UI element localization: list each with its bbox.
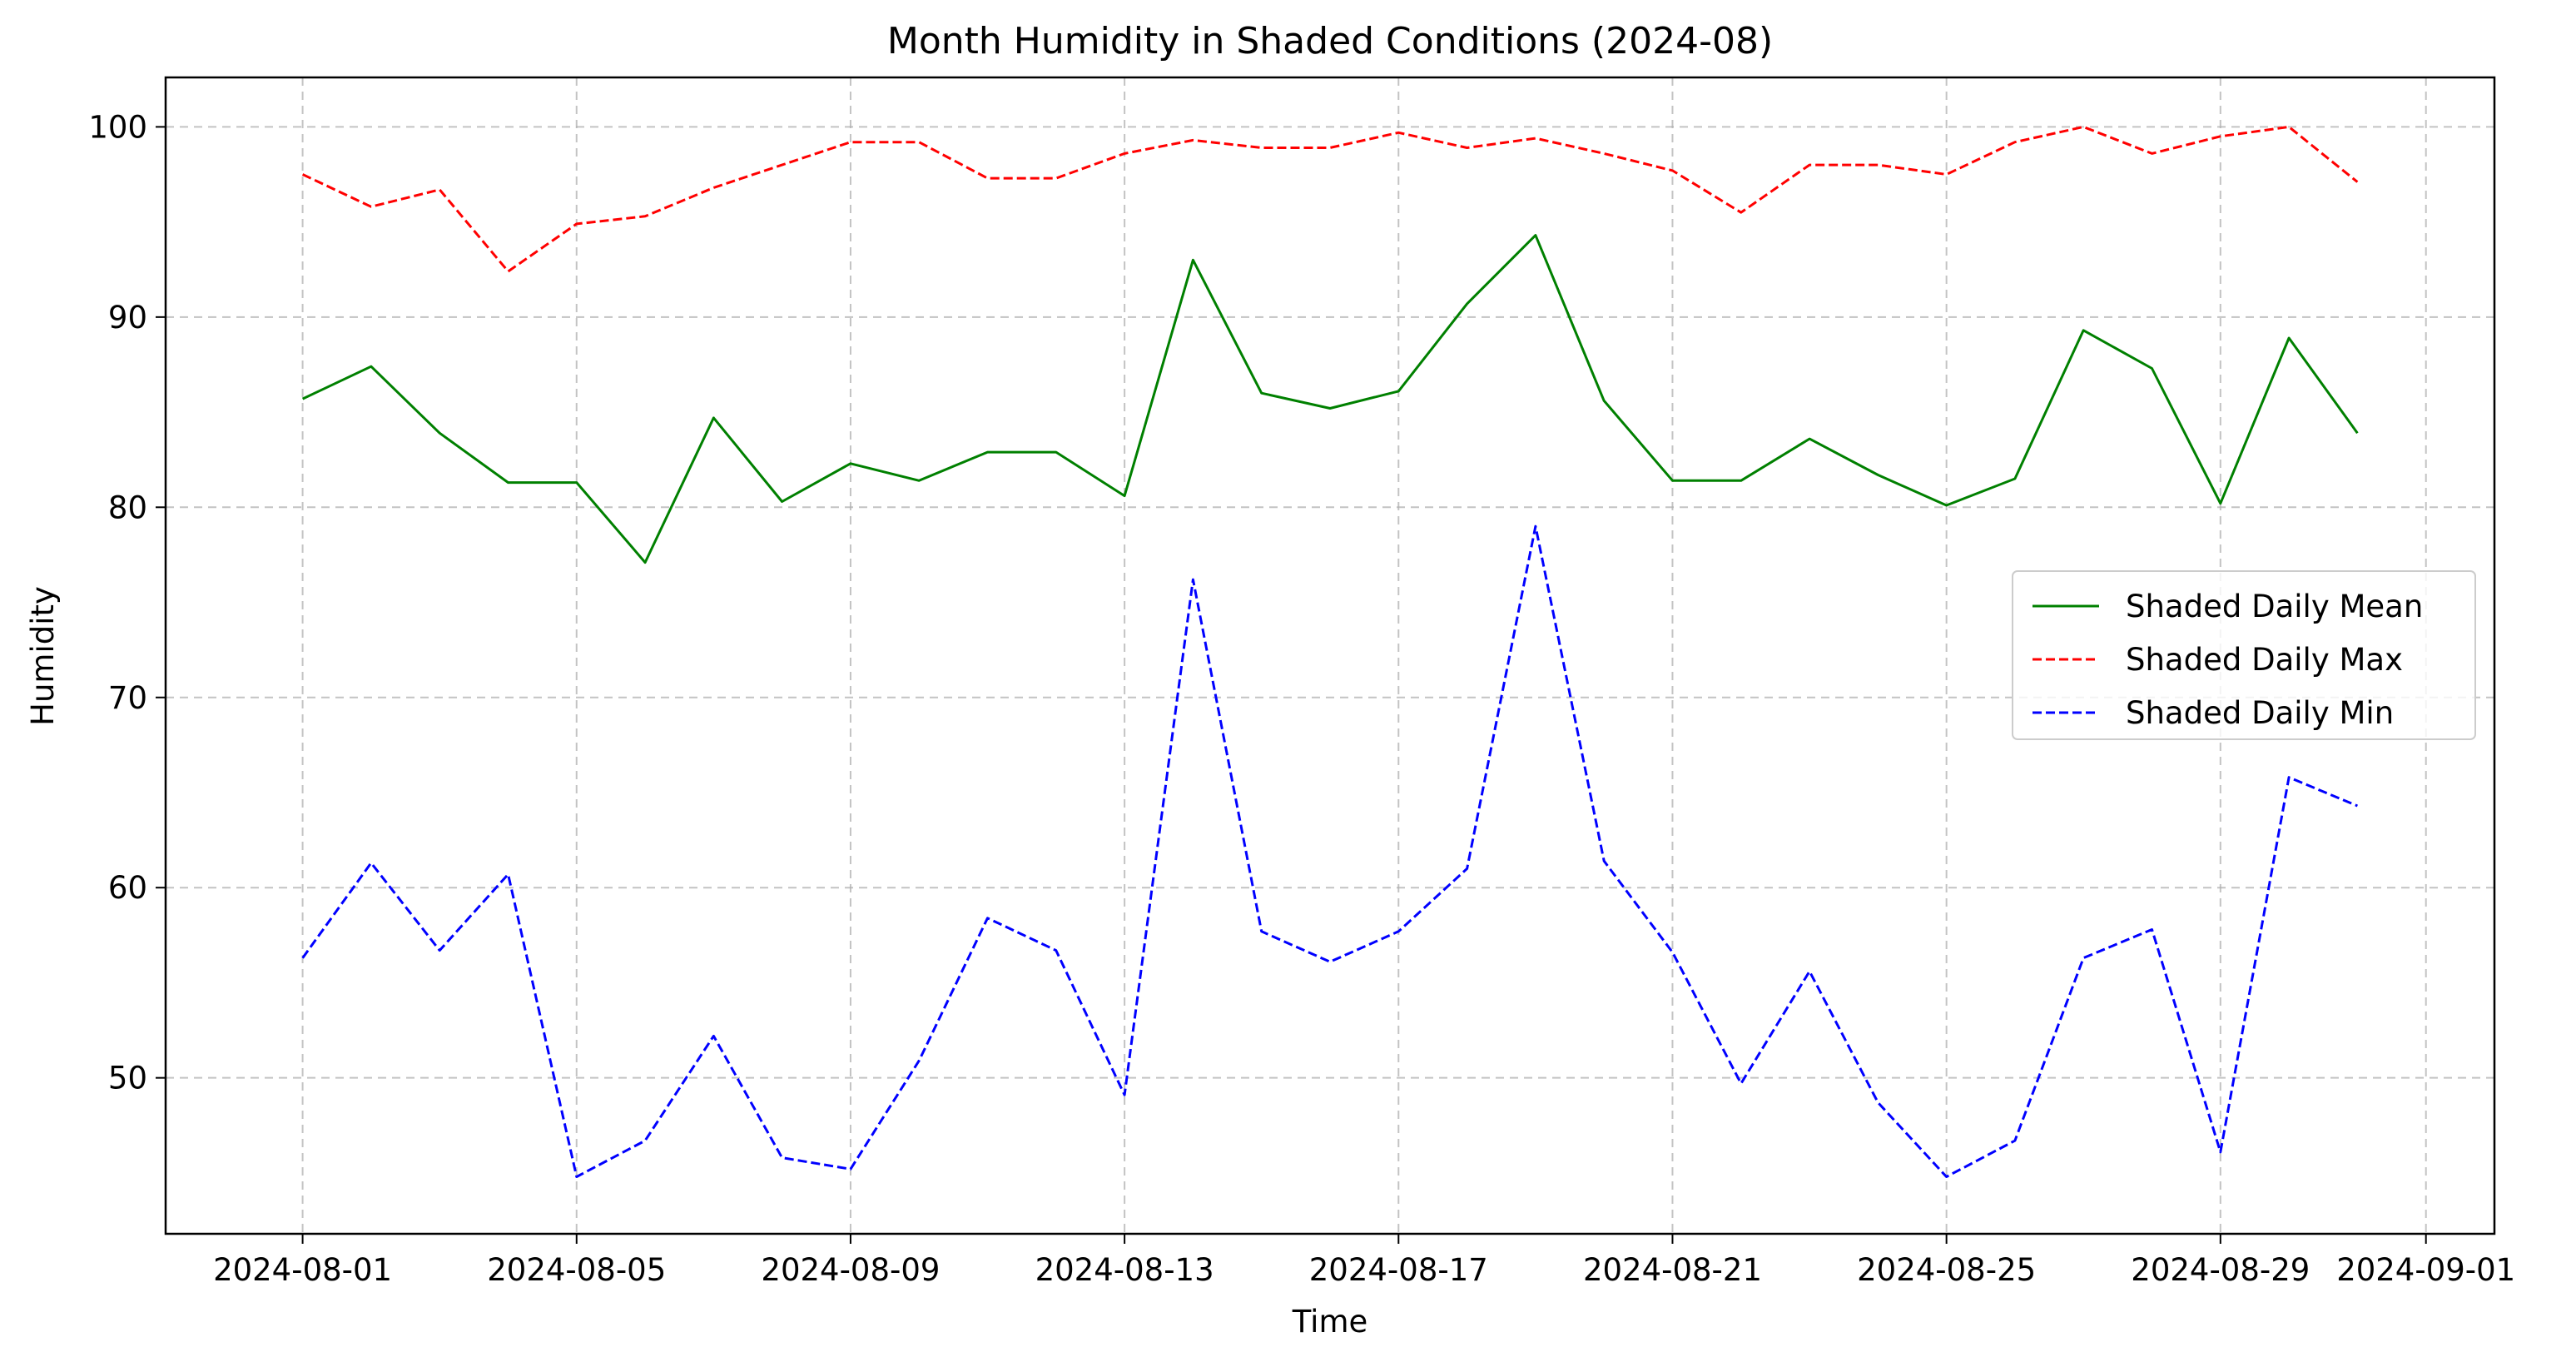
y-tick-label: 100 <box>88 109 147 145</box>
x-axis-label: Time <box>1292 1304 1368 1340</box>
y-tick-label: 70 <box>108 680 147 716</box>
legend-items: Shaded Daily Mean Shaded Daily Max Shaded … <box>2033 589 2423 731</box>
x-tick-label: 2024-08-17 <box>1309 1252 1488 1288</box>
legend-label: Shaded Daily Max <box>2126 642 2403 678</box>
x-tick-label: 2024-08-29 <box>2131 1252 2310 1288</box>
plot-frame <box>164 76 2496 1235</box>
series-line-shaded-daily-mean <box>301 234 2359 564</box>
x-tick-label: 2024-09-01 <box>2336 1252 2515 1288</box>
series-line-shaded-daily-min <box>301 524 2358 1178</box>
legend-box <box>2012 570 2476 740</box>
x-tick-label: 2024-08-09 <box>761 1252 940 1288</box>
chart-title: Month Humidity in Shaded Conditions (202… <box>887 20 1773 62</box>
x-tick-label: 2024-08-01 <box>213 1252 392 1288</box>
legend: Shaded Daily Mean Shaded Daily Max Shaded … <box>2012 570 2476 740</box>
series-line-shaded-daily-max <box>301 125 2359 273</box>
gridlines <box>166 77 2494 1234</box>
y-tick-label: 50 <box>108 1061 147 1096</box>
y-tick-label: 60 <box>108 870 147 906</box>
legend-label: Shaded Daily Mean <box>2126 589 2423 624</box>
y-tick-label: 90 <box>108 300 147 336</box>
x-tick-label: 2024-08-05 <box>487 1252 666 1288</box>
legend-label: Shaded Daily Min <box>2126 695 2394 731</box>
x-tick-label: 2024-08-25 <box>1857 1252 2036 1288</box>
y-tick-label: 80 <box>108 490 147 525</box>
axis-ticks: 2024-08-01 2024-08-05 2024-08-09 2024-08-13… <box>88 109 2515 1288</box>
series-layer <box>301 125 2359 1178</box>
x-tick-label: 2024-08-21 <box>1583 1252 1762 1288</box>
x-tick-label: 2024-08-13 <box>1035 1252 1214 1288</box>
y-axis-label: Humidity <box>25 586 61 726</box>
